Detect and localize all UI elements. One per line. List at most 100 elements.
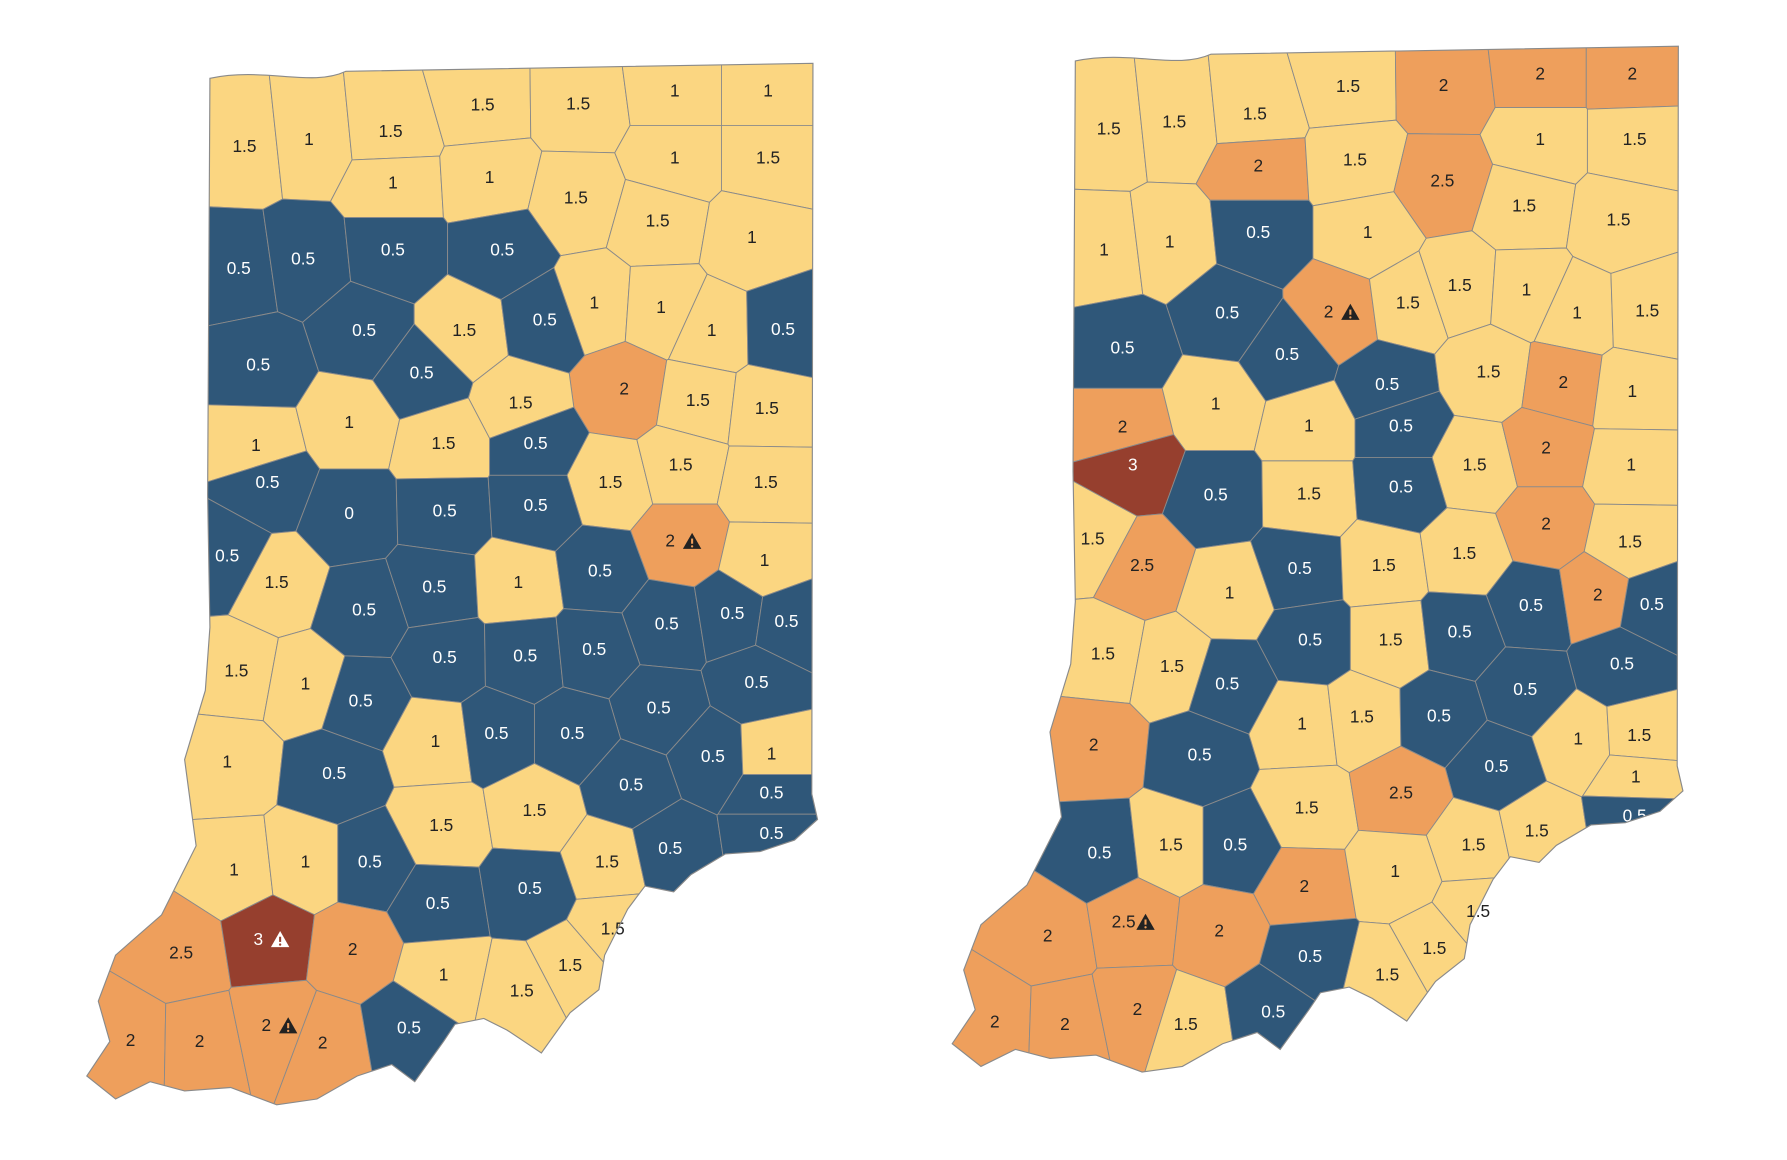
county xyxy=(952,682,1150,809)
county xyxy=(716,813,818,1105)
county-value: 0.5 xyxy=(1640,594,1664,614)
county-value: 0.5 xyxy=(1087,842,1111,862)
county-value: 0.5 xyxy=(352,320,376,340)
county-value: 1.5 xyxy=(1295,798,1319,818)
county-value: 1.5 xyxy=(1448,275,1472,295)
state-border xyxy=(951,45,1684,1073)
county-value: 0.5 xyxy=(524,433,548,453)
county-value: 0.5 xyxy=(655,613,679,633)
county-value: 2 xyxy=(1089,734,1099,754)
county xyxy=(340,63,445,161)
county-value: 0.5 xyxy=(1204,485,1228,505)
county xyxy=(698,190,818,292)
county-value: 0.5 xyxy=(1485,756,1509,776)
county-value: 1.5 xyxy=(1350,707,1374,727)
county-value: 2 xyxy=(195,1031,205,1051)
county-value: 0.5 xyxy=(771,319,795,339)
state-border xyxy=(86,62,819,1106)
county-value: 1.5 xyxy=(232,136,256,156)
county-value: 1 xyxy=(1304,416,1314,436)
county-value: 1.5 xyxy=(1422,938,1446,958)
warning-icon xyxy=(278,1017,298,1034)
county-value: 0.5 xyxy=(484,723,508,743)
county-value: 0.5 xyxy=(1519,595,1543,615)
county-value: 1.5 xyxy=(1462,834,1486,854)
county-value: 1.5 xyxy=(598,472,622,492)
county-value: 2 xyxy=(619,379,629,399)
county-value: 1.5 xyxy=(1160,656,1184,676)
county-value: 2 xyxy=(990,1012,1000,1032)
county-value: 1.5 xyxy=(452,320,476,340)
county-value: 1 xyxy=(388,173,398,193)
map-left: 1.5 1 1.5 1.5 1.5 1 1 1 1 1.5 1 1.5 1.5 1 0.5 0.5 0.5 0.5… xyxy=(86,62,819,1106)
county-value: 0.5 xyxy=(1246,222,1270,242)
county-value: 0.5 xyxy=(524,495,548,515)
county-value: 1.5 xyxy=(566,93,590,113)
warning-dot xyxy=(1349,316,1352,319)
county-value: 1 xyxy=(760,550,770,570)
map-right: 1.5 1.5 1.5 1.5 2 2 2 2 1.5 2.5 1 1.5 1.5 1.5 1 1 0.5 1 0.… xyxy=(951,45,1684,1073)
county-value: 2 xyxy=(262,1015,272,1035)
county-value: 1.5 xyxy=(686,390,710,410)
county-value: 1 xyxy=(431,731,441,751)
county-value: 1 xyxy=(1628,381,1638,401)
county-value: 1.5 xyxy=(1097,119,1121,139)
county-value: 0.5 xyxy=(410,363,434,383)
county-value: 1 xyxy=(229,860,239,880)
warning-dot xyxy=(690,545,694,548)
county-value: 0.5 xyxy=(1188,745,1212,765)
county-value: 1 xyxy=(763,81,773,101)
county-value: 1.5 xyxy=(1618,532,1642,552)
county-value: 1.5 xyxy=(379,121,403,141)
county-value: 3 xyxy=(1128,455,1138,475)
county-value: 0.5 xyxy=(1389,476,1413,496)
county-value: 0.5 xyxy=(291,249,315,269)
county-value: 1 xyxy=(514,572,524,592)
county-value: 2 xyxy=(1324,302,1334,322)
county-value: 0.5 xyxy=(1513,679,1537,699)
county-value: 1 xyxy=(1225,582,1235,602)
county-value: 1 xyxy=(301,673,311,693)
county-value: 2 xyxy=(1593,585,1603,605)
county-value: 0.5 xyxy=(1298,630,1322,650)
county-value: 1 xyxy=(222,752,232,772)
county-value: 0.5 xyxy=(433,501,457,521)
county-value: 0.5 xyxy=(1215,673,1239,693)
county-value: 0.5 xyxy=(619,775,643,795)
county-value: 1 xyxy=(1626,455,1636,475)
county-value: 0.5 xyxy=(720,603,744,623)
county-value: 0.5 xyxy=(560,723,584,743)
warning-icon xyxy=(270,930,290,948)
county-value: 2 xyxy=(1541,437,1551,457)
county xyxy=(1205,46,1310,145)
county-value: 1.5 xyxy=(754,472,778,492)
county-value: 0.5 xyxy=(513,646,537,666)
county-value: 0.5 xyxy=(760,823,784,843)
county xyxy=(1592,346,1683,431)
county xyxy=(1565,172,1683,274)
county-value: 0.5 xyxy=(1261,1001,1285,1021)
county-value: 1 xyxy=(301,852,311,872)
county xyxy=(86,311,320,408)
county-value: 1 xyxy=(439,964,449,984)
county-value: 1.5 xyxy=(1243,104,1267,124)
county-value: 0.5 xyxy=(358,852,382,872)
county-value: 1.5 xyxy=(1635,300,1659,320)
county-value: 1.5 xyxy=(509,392,533,412)
county-value: 2 xyxy=(1535,63,1545,83)
county-value: 0.5 xyxy=(322,763,346,783)
county-value: 1.5 xyxy=(1336,76,1360,96)
county-value: 2 xyxy=(1043,925,1053,945)
county-value: 2 xyxy=(1541,513,1551,533)
county-value: 1 xyxy=(1297,714,1307,734)
county-value: 1 xyxy=(707,320,717,340)
county-value: 1.5 xyxy=(756,147,780,167)
county-value: 1 xyxy=(670,81,680,101)
county-value: 1 xyxy=(1573,729,1583,749)
county-value: 1 xyxy=(344,412,354,432)
county-value: 1 xyxy=(656,297,666,317)
county-value: 2 xyxy=(1558,372,1568,392)
county-value: 1 xyxy=(670,147,680,167)
